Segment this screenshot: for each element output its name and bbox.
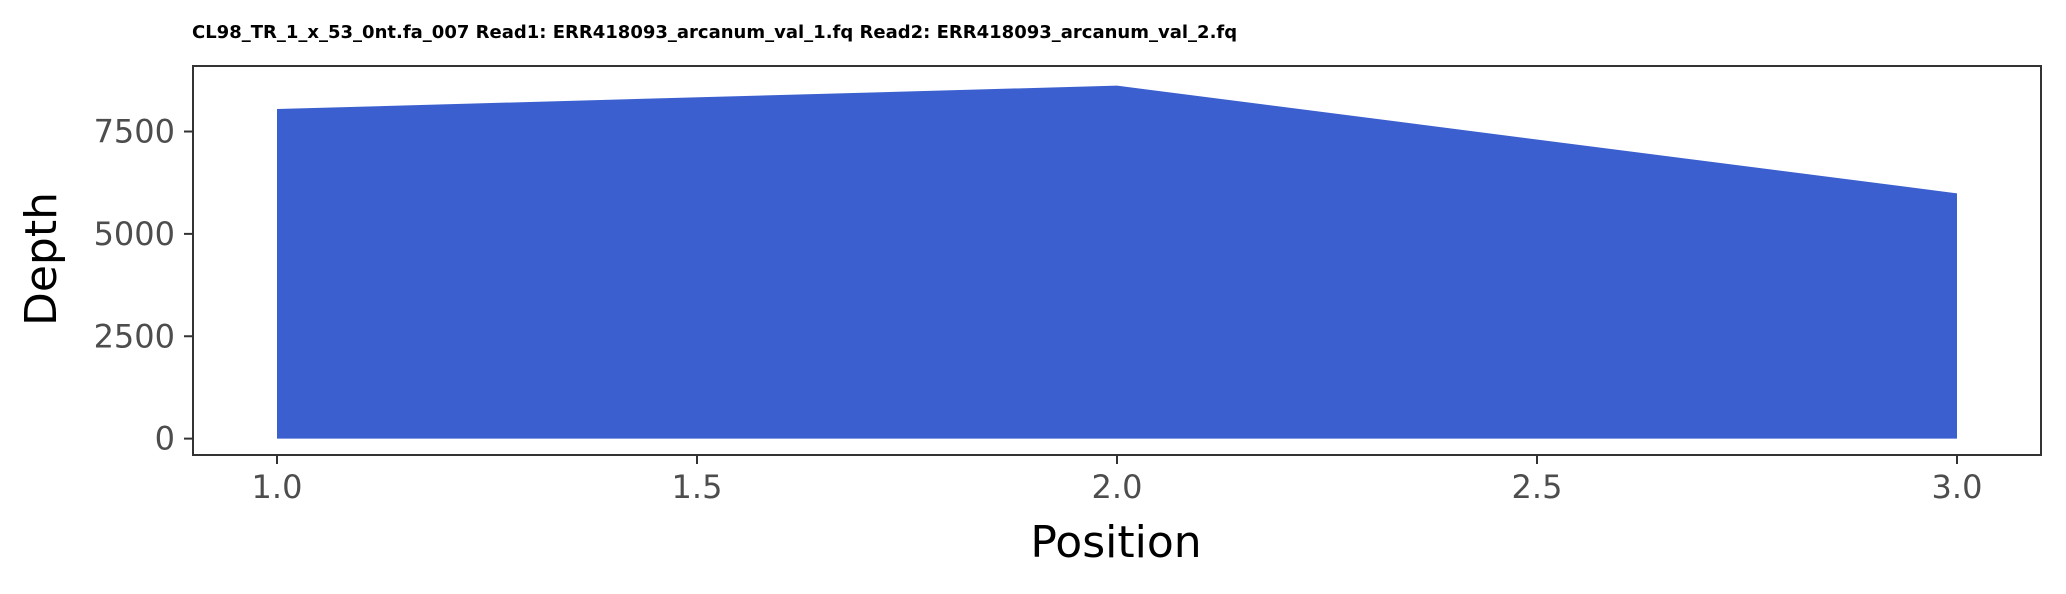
y-tick-label: 7500 [94,113,175,151]
x-tick-label: 1.0 [252,468,303,506]
x-axis-ticks: 1.0 1.5 2.0 2.5 3.0 [252,455,1983,506]
y-axis-ticks: 0 2500 5000 7500 [94,113,193,458]
x-tick-label: 2.5 [1512,468,1563,506]
x-tick-label: 1.5 [672,468,723,506]
y-tick-label: 0 [155,420,175,458]
plot-area [192,65,2042,456]
y-tick-label: 2500 [94,317,175,355]
x-tick-label: 3.0 [1932,468,1983,506]
y-tick-label: 5000 [94,215,175,253]
x-axis-title: Position [1030,517,1201,568]
area-series-0 [277,85,1957,439]
y-axis-title: Depth [16,192,67,326]
x-tick-label: 2.0 [1092,468,1143,506]
chart-title: CL98_TR_1_x_53_0nt.fa_007 Read1: ERR4180… [192,22,1237,43]
